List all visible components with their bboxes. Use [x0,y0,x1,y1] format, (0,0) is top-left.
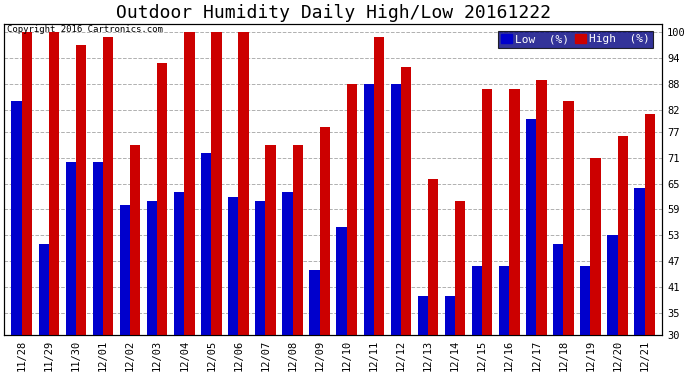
Bar [319,128,330,335]
Bar [445,296,455,335]
Bar [255,201,266,335]
Bar [228,196,239,335]
Bar [455,201,465,335]
Bar [417,296,428,335]
Bar [644,114,655,335]
Bar [591,158,601,335]
Bar [472,266,482,335]
Bar [563,102,573,335]
Bar [266,145,276,335]
Bar [580,266,591,335]
Bar [157,63,168,335]
Bar [374,37,384,335]
Legend: Low  (%), High  (%): Low (%), High (%) [497,31,653,48]
Bar [337,227,347,335]
Bar [184,32,195,335]
Bar [536,80,546,335]
Bar [130,145,140,335]
Bar [509,88,520,335]
Bar [482,88,493,335]
Bar [309,270,319,335]
Bar [12,102,22,335]
Bar [147,201,157,335]
Bar [618,136,628,335]
Bar [526,119,536,335]
Bar [499,266,509,335]
Bar [49,32,59,335]
Bar [39,244,49,335]
Bar [364,84,374,335]
Bar [391,84,401,335]
Bar [201,153,211,335]
Bar [607,236,618,335]
Bar [428,179,438,335]
Bar [282,192,293,335]
Bar [103,37,113,335]
Title: Outdoor Humidity Daily High/Low 20161222: Outdoor Humidity Daily High/Low 20161222 [116,4,551,22]
Bar [66,162,76,335]
Bar [347,84,357,335]
Bar [92,162,103,335]
Bar [120,205,130,335]
Text: Copyright 2016 Cartronics.com: Copyright 2016 Cartronics.com [8,25,164,34]
Bar [634,188,644,335]
Bar [293,145,303,335]
Bar [211,32,221,335]
Bar [22,32,32,335]
Bar [239,32,248,335]
Bar [76,45,86,335]
Bar [401,67,411,335]
Bar [553,244,563,335]
Bar [174,192,184,335]
